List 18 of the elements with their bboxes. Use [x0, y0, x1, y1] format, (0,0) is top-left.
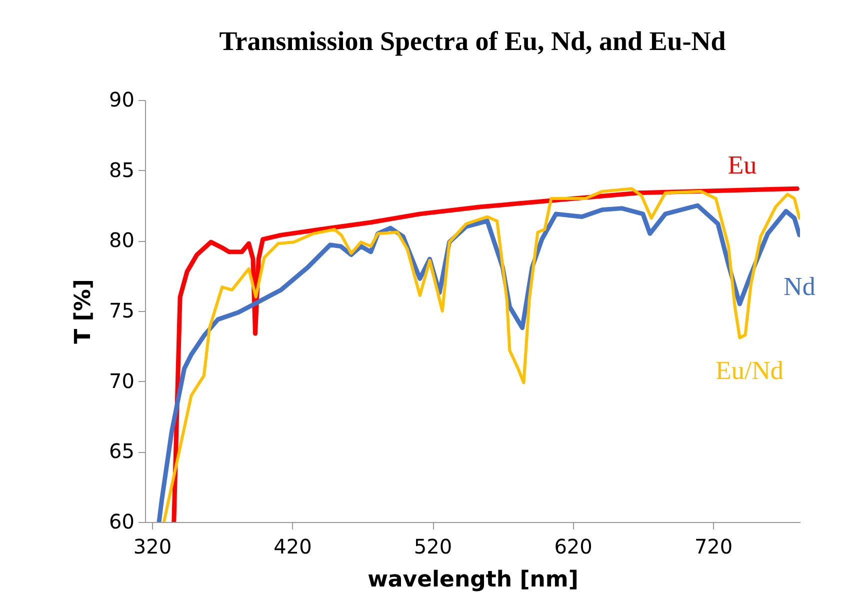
y-tick-label: 75: [109, 298, 134, 322]
series-label: Eu: [728, 150, 757, 180]
series-label: Nd: [784, 272, 816, 302]
y-tick-label: 65: [109, 439, 134, 464]
x-tick-label: 620: [554, 534, 592, 558]
y-tick-label: 85: [109, 158, 134, 182]
y-tick-label: 60: [109, 510, 134, 534]
x-tick-label: 320: [133, 534, 172, 558]
series-label: Eu/Nd: [715, 356, 784, 386]
y-axis-title: T [%]: [71, 279, 96, 344]
x-tick-label: 520: [414, 534, 452, 558]
y-tick-label: 70: [109, 368, 134, 393]
x-tick-label: 420: [274, 534, 312, 558]
chart-title: Transmission Spectra of Eu, Nd, and Eu-Nd: [219, 26, 726, 56]
y-tick-label: 80: [109, 228, 134, 252]
x-tick-label: 720: [694, 534, 733, 558]
y-tick-label: 90: [109, 88, 134, 112]
x-axis-title: wavelength [nm]: [368, 568, 578, 592]
